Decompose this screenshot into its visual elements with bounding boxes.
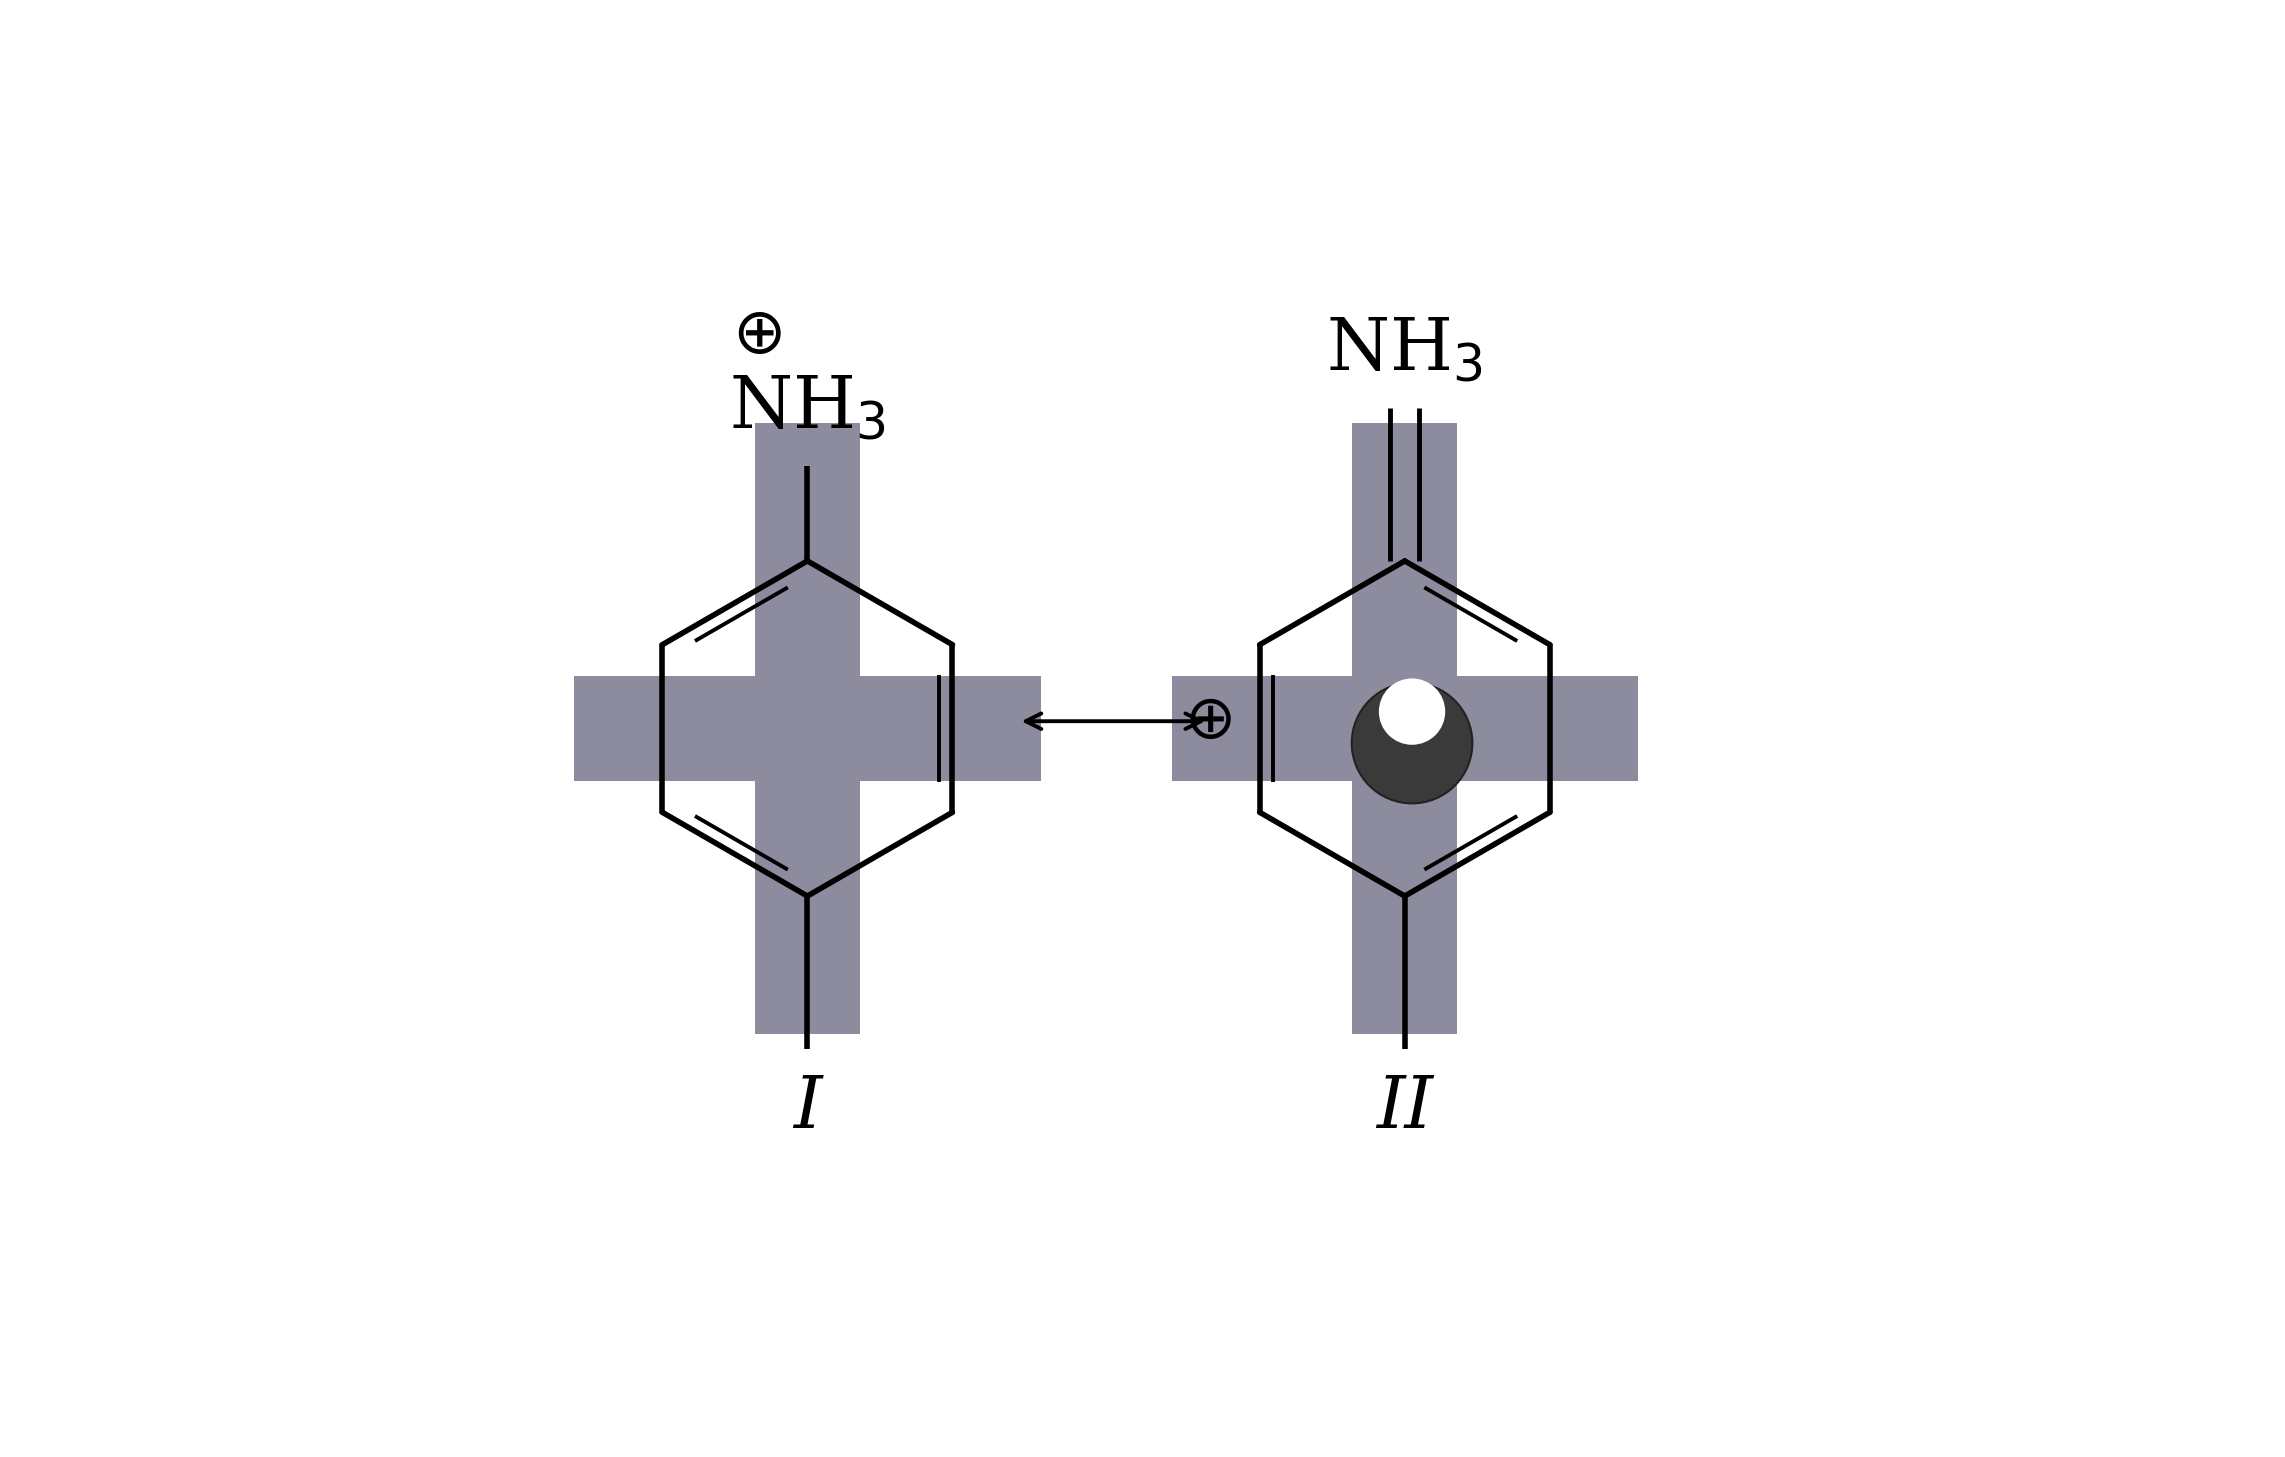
FancyBboxPatch shape <box>574 676 1040 781</box>
Circle shape <box>1378 679 1444 745</box>
Text: NH$_3$: NH$_3$ <box>1325 315 1483 385</box>
Circle shape <box>1353 683 1472 803</box>
FancyBboxPatch shape <box>1353 423 1458 1034</box>
FancyBboxPatch shape <box>1172 676 1638 781</box>
Text: $\oplus$: $\oplus$ <box>1184 691 1232 752</box>
Text: NH$_3$: NH$_3$ <box>729 373 887 443</box>
Text: I: I <box>793 1072 823 1142</box>
Text: II: II <box>1376 1072 1433 1142</box>
Text: $\oplus$: $\oplus$ <box>731 305 781 366</box>
FancyBboxPatch shape <box>754 423 859 1034</box>
